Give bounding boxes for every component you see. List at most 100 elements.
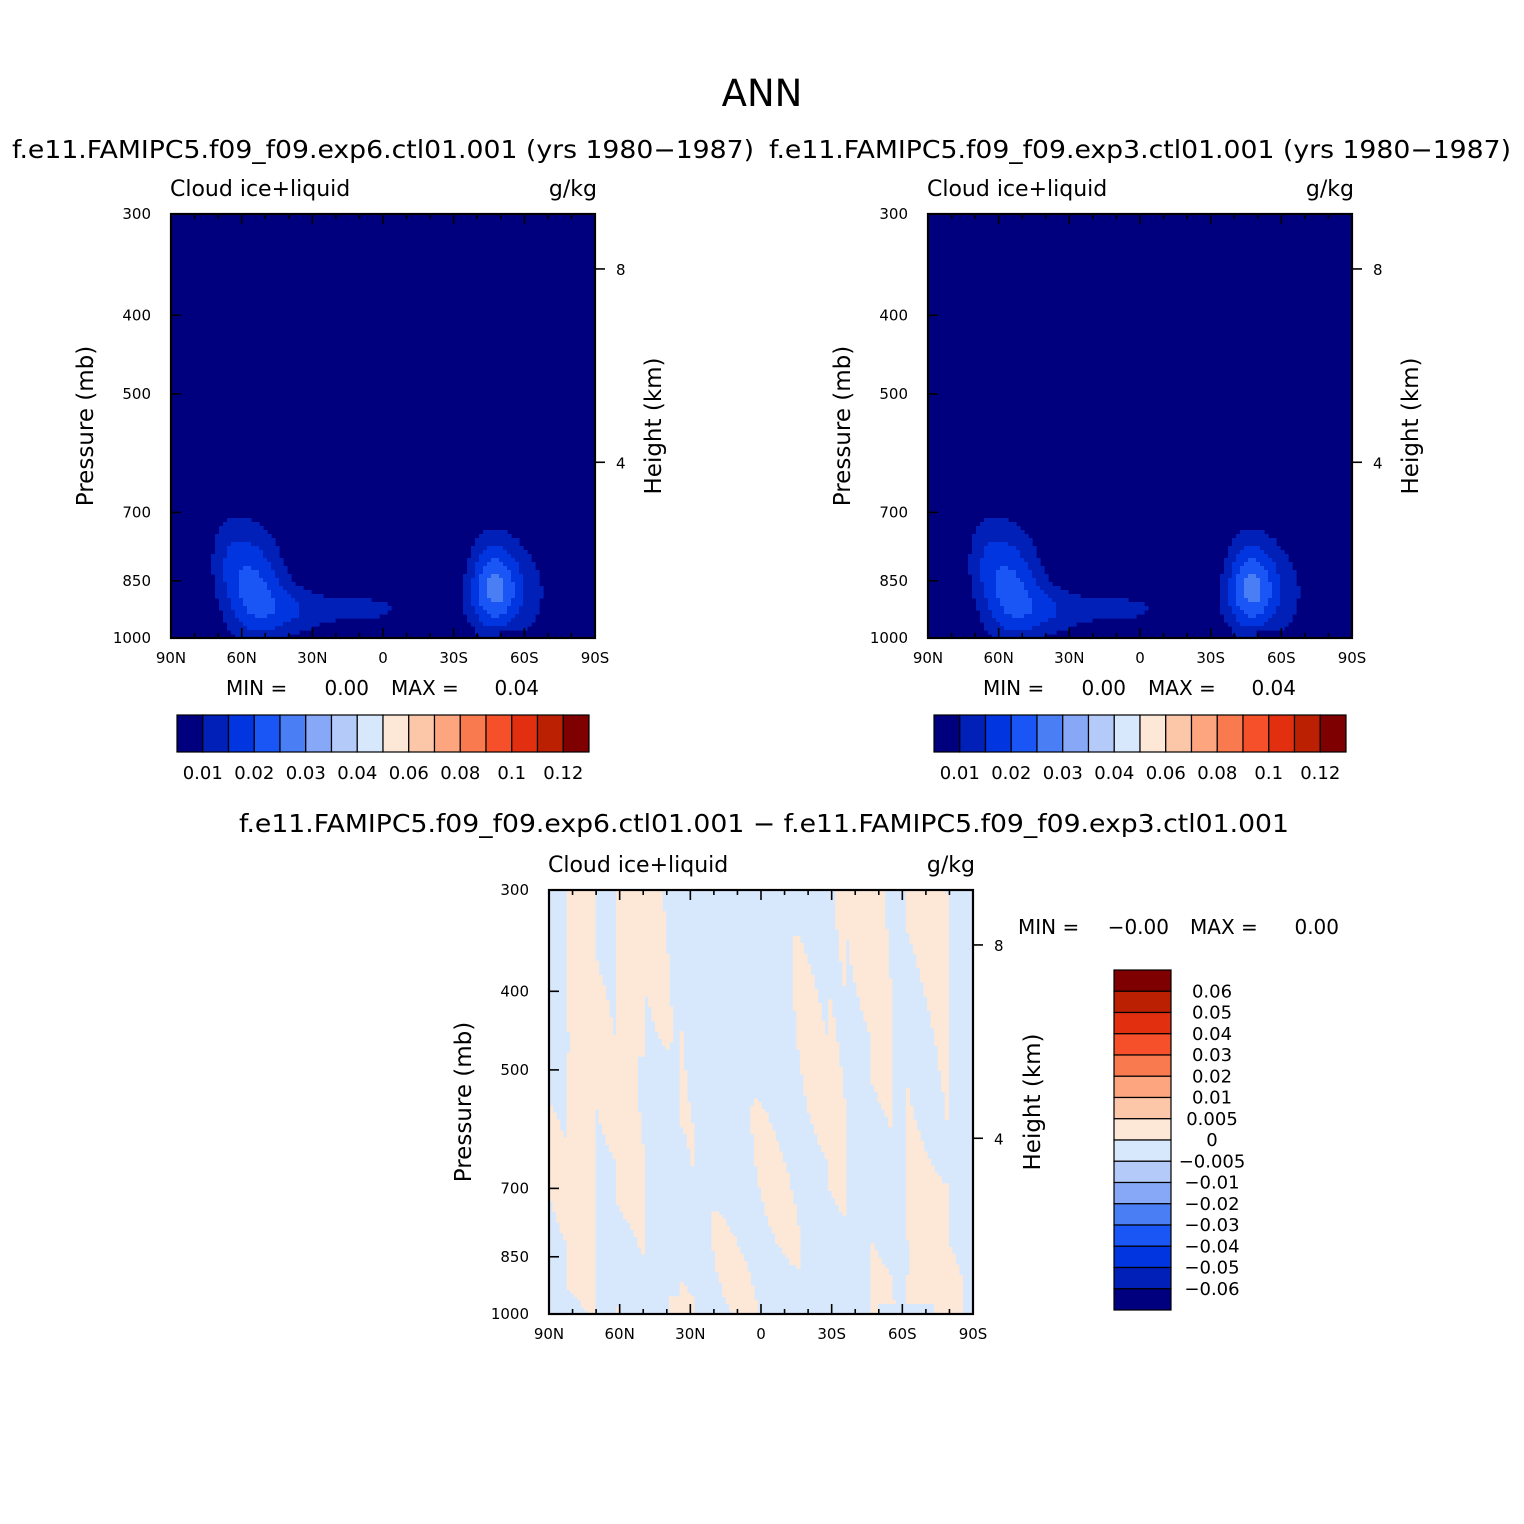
contour-cell <box>647 988 653 994</box>
contour-cell <box>992 554 997 559</box>
contour-cell <box>359 598 364 603</box>
contour-cell <box>630 918 635 923</box>
contour-cell <box>884 1052 889 1057</box>
contour-cell <box>633 996 638 1001</box>
contour-cell <box>616 978 621 983</box>
contour-cell <box>1236 578 1241 583</box>
contour-cell <box>810 1056 815 1061</box>
contour-cell <box>863 1013 868 1018</box>
contour-cell <box>1280 582 1285 587</box>
contour-cell <box>231 518 236 523</box>
contour-cell <box>570 918 575 923</box>
contour-cell <box>988 542 993 547</box>
contour-cell <box>323 606 328 611</box>
contour-cell <box>655 967 660 972</box>
contour-cell <box>799 943 804 948</box>
contour-cell <box>1064 626 1069 631</box>
contour-cell <box>355 610 360 615</box>
contour-cell <box>267 634 272 638</box>
contour-cell <box>1052 602 1057 607</box>
contour-cell <box>944 960 949 965</box>
contour-cell <box>849 939 854 944</box>
contour-cell <box>619 1027 624 1032</box>
contour-cell <box>623 985 628 990</box>
contour-cell <box>640 1049 645 1054</box>
contour-cell <box>870 1056 875 1061</box>
contour-cell <box>863 890 868 895</box>
contour-cell <box>856 992 861 997</box>
contour-cell <box>1012 574 1017 579</box>
contour-cell <box>651 943 656 948</box>
contour-cell <box>1248 578 1253 583</box>
contour-cell <box>616 967 621 972</box>
contour-cell <box>1012 598 1017 603</box>
contour-cell <box>495 586 500 591</box>
contour-cell <box>637 904 642 909</box>
contour-cell <box>877 1052 882 1057</box>
contour-cell <box>1268 586 1273 591</box>
contour-cell <box>1004 586 1009 591</box>
contour-cell <box>937 971 942 976</box>
contour-cell <box>814 1087 819 1092</box>
contour-cell <box>573 1003 578 1008</box>
contour-cell <box>612 1066 617 1071</box>
contour-cell <box>275 618 280 623</box>
contour-cell <box>980 602 985 607</box>
contour-cell <box>1272 546 1277 551</box>
contour-cell <box>598 1034 603 1039</box>
contour-cell <box>566 950 571 955</box>
contour-cell <box>283 602 288 607</box>
contour-cell <box>539 586 544 591</box>
contour-cell <box>616 1031 621 1036</box>
contour-cell <box>283 634 288 638</box>
contour-cell <box>591 964 596 969</box>
contour-cell <box>251 566 256 571</box>
contour-cell <box>1056 622 1061 627</box>
contour-cell <box>884 1010 889 1015</box>
contour-cell <box>1032 630 1037 635</box>
contour-cell <box>988 538 993 543</box>
contour-cell <box>1288 566 1293 571</box>
contour-cell <box>283 574 288 579</box>
contour-cell <box>852 911 857 916</box>
contour-cell <box>1284 562 1289 567</box>
contour-cell <box>271 582 276 587</box>
contour-cell <box>881 925 886 930</box>
contour-cell <box>1128 606 1133 611</box>
contour-cell <box>937 911 942 916</box>
contour-cell <box>817 1084 822 1089</box>
contour-cell <box>1076 610 1081 615</box>
contour-cell <box>1016 610 1021 615</box>
contour-cell <box>937 1013 942 1018</box>
contour-cell <box>263 622 268 627</box>
contour-cell <box>1020 566 1025 571</box>
contour-cell <box>1012 606 1017 611</box>
contour-cell <box>1016 562 1021 567</box>
contour-cell <box>499 586 504 591</box>
contour-cell <box>1008 574 1013 579</box>
contour-cell <box>930 907 935 912</box>
contour-cell <box>1244 598 1249 603</box>
contour-cell <box>874 1087 879 1092</box>
contour-cell <box>1020 630 1025 635</box>
contour-cell <box>1268 558 1273 563</box>
contour-cell <box>616 950 621 955</box>
contour-cell <box>1280 622 1285 627</box>
contour-cell <box>587 935 592 941</box>
contour-cell <box>515 602 520 607</box>
contour-cell <box>616 960 621 965</box>
contour-cell <box>267 538 272 543</box>
contour-cell <box>651 999 656 1004</box>
contour-cell <box>619 1052 624 1057</box>
contour-cell <box>519 618 524 623</box>
contour-cell <box>1008 606 1013 611</box>
contour-cell <box>806 974 812 979</box>
contour-cell <box>630 1080 635 1085</box>
contour-cell <box>1260 586 1265 591</box>
contour-cell <box>996 594 1001 599</box>
contour-cell <box>870 1017 875 1022</box>
contour-cell <box>796 981 801 986</box>
contour-cell <box>655 1020 660 1025</box>
contour-cell <box>852 946 857 951</box>
contour-cell <box>849 950 854 955</box>
